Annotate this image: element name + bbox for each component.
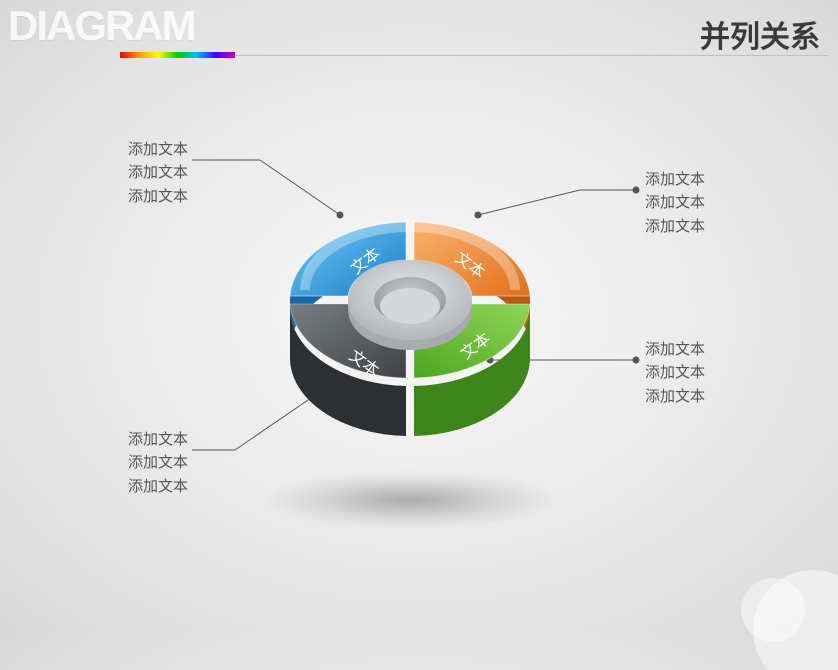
- callout-line: 添加文本: [128, 475, 188, 498]
- callout-line: 添加文本: [128, 451, 188, 474]
- hub-hole-inner: [380, 288, 440, 324]
- callout-line: 添加文本: [128, 428, 188, 451]
- callout-blue: 添加文本 添加文本 添加文本: [128, 138, 188, 208]
- callout-line: 添加文本: [645, 385, 705, 408]
- callout-line: 添加文本: [645, 191, 705, 214]
- diagram-stage: 文本 文本 文本 文本 添加文本 添加文本 添加文本 添加文本 添加文本 添加文…: [0, 0, 838, 630]
- callout-line: 添加文本: [645, 361, 705, 384]
- callout-gray: 添加文本 添加文本 添加文本: [128, 428, 188, 498]
- callout-orange: 添加文本 添加文本 添加文本: [645, 168, 705, 238]
- callout-line: 添加文本: [128, 161, 188, 184]
- donut-3d: 文本 文本 文本 文本: [270, 160, 550, 440]
- callout-line: 添加文本: [645, 338, 705, 361]
- callout-line: 添加文本: [645, 168, 705, 191]
- callout-line: 添加文本: [645, 215, 705, 238]
- callout-green: 添加文本 添加文本 添加文本: [645, 338, 705, 408]
- corner-bubbles: [718, 520, 838, 670]
- callout-line: 添加文本: [128, 185, 188, 208]
- callout-line: 添加文本: [128, 138, 188, 161]
